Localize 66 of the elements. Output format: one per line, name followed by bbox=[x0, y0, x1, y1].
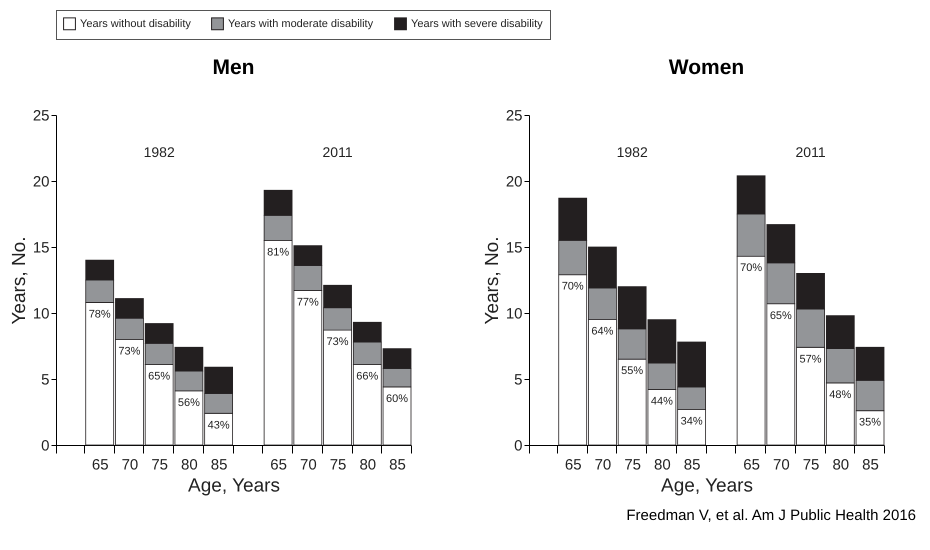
annotation: 56% bbox=[178, 396, 200, 409]
x-tick-label: 80 bbox=[359, 456, 376, 474]
x-tick-label: 65 bbox=[564, 456, 582, 474]
x-axis-title: Age, Years bbox=[661, 476, 753, 496]
x-tick-label: 75 bbox=[151, 456, 168, 474]
x-axis-title: Age, Years bbox=[188, 476, 280, 496]
x-tick-label: 65 bbox=[270, 456, 287, 474]
annotation: 43% bbox=[208, 419, 230, 432]
y-tick-label: 15 bbox=[506, 240, 522, 256]
annotation: 64% bbox=[591, 326, 614, 338]
annotation: 70% bbox=[562, 280, 584, 293]
x-tick-label: 85 bbox=[389, 456, 406, 474]
x-tick-label: 70 bbox=[594, 456, 612, 474]
annotation: 65% bbox=[770, 310, 792, 322]
y-tick-label: 0 bbox=[514, 438, 522, 454]
y-tick-label: 20 bbox=[506, 174, 522, 190]
annotation: 55% bbox=[621, 365, 644, 378]
annotation: 35% bbox=[859, 416, 882, 429]
y-tick-label: 15 bbox=[32, 240, 50, 256]
annotation: 1982 bbox=[616, 144, 648, 160]
x-tick-label: 85 bbox=[684, 456, 700, 474]
annotation: 48% bbox=[829, 388, 852, 401]
y-axis-title: Years, No. bbox=[482, 236, 503, 325]
annotation: 2011 bbox=[322, 144, 353, 160]
annotation: 1982 bbox=[144, 144, 175, 160]
x-tick-label: 65 bbox=[92, 456, 109, 474]
chart-title: Men bbox=[212, 56, 254, 79]
legend-label: Years with moderate disability bbox=[228, 18, 374, 30]
x-tick-label: 70 bbox=[300, 456, 317, 474]
annotation: 73% bbox=[326, 336, 349, 348]
annotation: 60% bbox=[386, 392, 408, 405]
annotation: 44% bbox=[650, 396, 674, 408]
x-tick-label: 80 bbox=[832, 456, 850, 474]
legend-label: Years with severe disability bbox=[411, 18, 544, 30]
y-tick-label: 10 bbox=[506, 306, 522, 322]
annotation: 77% bbox=[296, 296, 320, 309]
y-tick-label: 25 bbox=[32, 108, 50, 124]
x-tick-label: 70 bbox=[772, 456, 790, 474]
x-tick-label: 80 bbox=[181, 456, 198, 474]
annotation: 2011 bbox=[796, 144, 826, 160]
x-tick-label: 75 bbox=[802, 456, 820, 474]
annotation: 70% bbox=[740, 262, 762, 274]
text: Freedman V, et al. Am J Public Health 2016 bbox=[4, 500, 926, 526]
y-tick-label: 20 bbox=[32, 174, 50, 190]
annotation: 81% bbox=[267, 246, 290, 258]
y-tick-label: 0 bbox=[41, 438, 50, 454]
legend-label: Years without disability bbox=[80, 18, 192, 30]
annotation: 66% bbox=[356, 370, 379, 382]
annotation: 34% bbox=[680, 415, 703, 428]
y-axis-title: Years, No. bbox=[8, 236, 30, 325]
x-tick-label: 75 bbox=[330, 456, 346, 474]
annotation: 73% bbox=[118, 345, 141, 358]
x-tick-label: 75 bbox=[624, 456, 642, 474]
y-tick-label: 5 bbox=[514, 372, 522, 388]
x-tick-label: 80 bbox=[654, 456, 671, 474]
x-tick-label: 70 bbox=[122, 456, 138, 474]
x-tick-label: 65 bbox=[743, 456, 760, 474]
x-tick-label: 85 bbox=[210, 456, 228, 474]
annotation: 65% bbox=[148, 370, 170, 382]
y-tick-label: 25 bbox=[506, 108, 522, 124]
y-tick-label: 5 bbox=[41, 372, 50, 388]
x-tick-label: 85 bbox=[862, 456, 879, 474]
y-tick-label: 10 bbox=[32, 306, 50, 322]
annotation: 78% bbox=[88, 308, 111, 320]
annotation: 57% bbox=[800, 353, 822, 366]
chart-title: Women bbox=[668, 56, 744, 79]
